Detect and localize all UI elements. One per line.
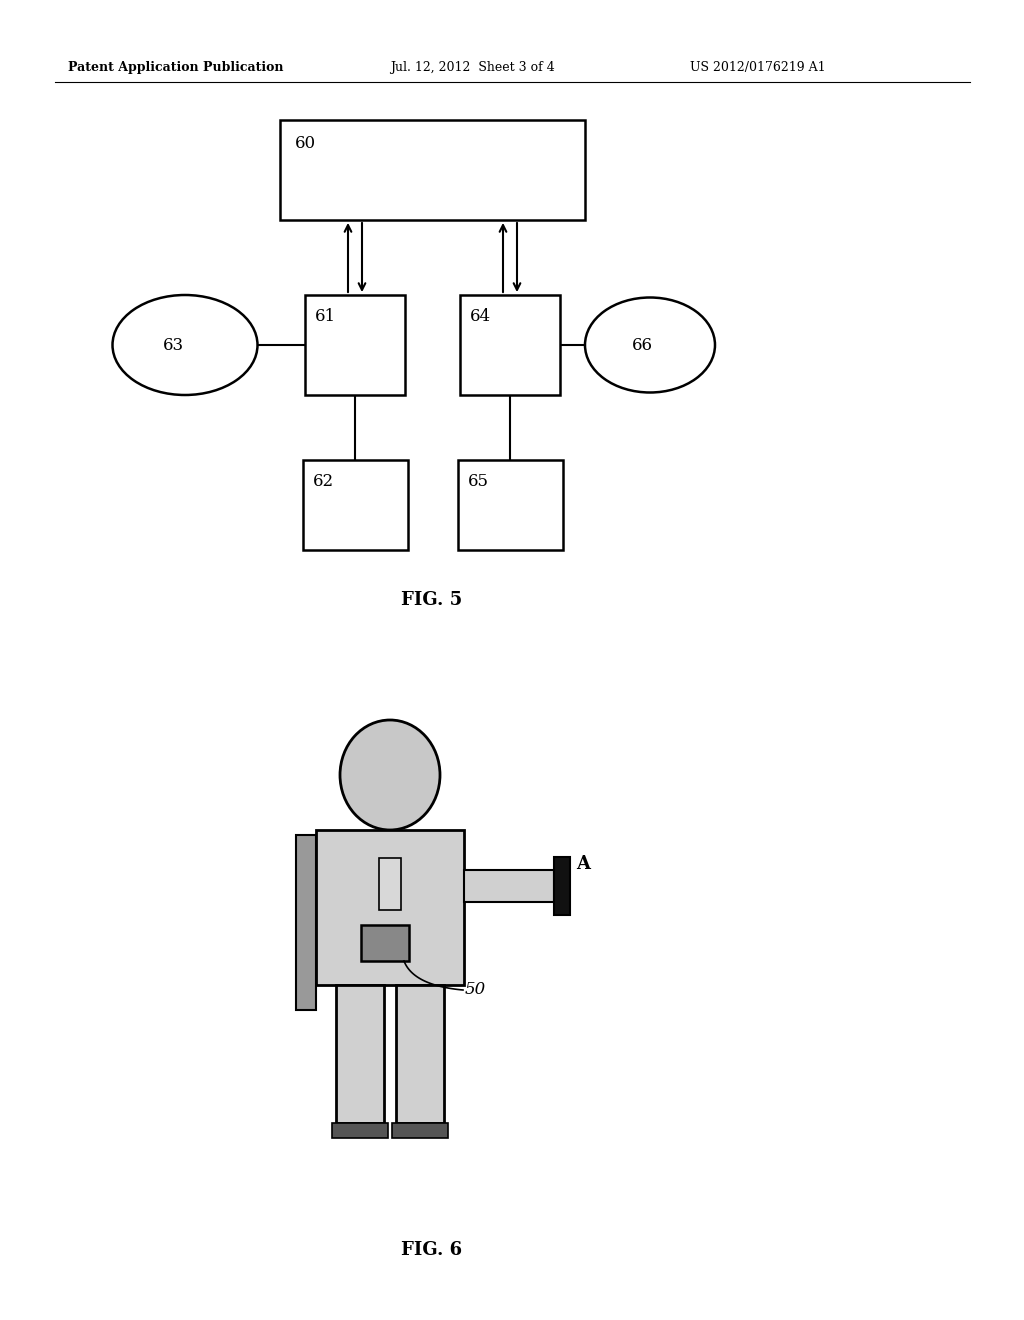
Text: Jul. 12, 2012  Sheet 3 of 4: Jul. 12, 2012 Sheet 3 of 4 xyxy=(390,62,555,74)
Bar xyxy=(554,857,570,915)
Text: 50: 50 xyxy=(465,982,486,998)
Bar xyxy=(396,985,444,1123)
Text: 60: 60 xyxy=(295,135,316,152)
Ellipse shape xyxy=(340,719,440,830)
Bar xyxy=(303,459,408,550)
Bar xyxy=(296,836,316,1010)
Text: 62: 62 xyxy=(313,473,334,490)
Bar xyxy=(305,294,406,395)
Text: 63: 63 xyxy=(163,337,183,354)
Ellipse shape xyxy=(585,297,715,392)
Text: 61: 61 xyxy=(315,308,336,325)
Text: US 2012/0176219 A1: US 2012/0176219 A1 xyxy=(690,62,825,74)
Bar xyxy=(460,294,560,395)
Bar xyxy=(336,985,384,1123)
Bar xyxy=(464,870,554,902)
Ellipse shape xyxy=(113,294,257,395)
Text: FIG. 5: FIG. 5 xyxy=(401,591,463,609)
Text: 65: 65 xyxy=(468,473,489,490)
Bar xyxy=(392,1123,449,1138)
Bar xyxy=(458,459,563,550)
Bar xyxy=(379,858,401,909)
Text: A: A xyxy=(575,855,590,873)
Bar xyxy=(280,120,585,220)
Text: Patent Application Publication: Patent Application Publication xyxy=(68,62,284,74)
Text: 66: 66 xyxy=(632,337,652,354)
Text: 64: 64 xyxy=(470,308,492,325)
Bar xyxy=(332,1123,388,1138)
Bar xyxy=(316,830,464,985)
Bar xyxy=(361,925,409,961)
Text: FIG. 6: FIG. 6 xyxy=(401,1241,463,1259)
